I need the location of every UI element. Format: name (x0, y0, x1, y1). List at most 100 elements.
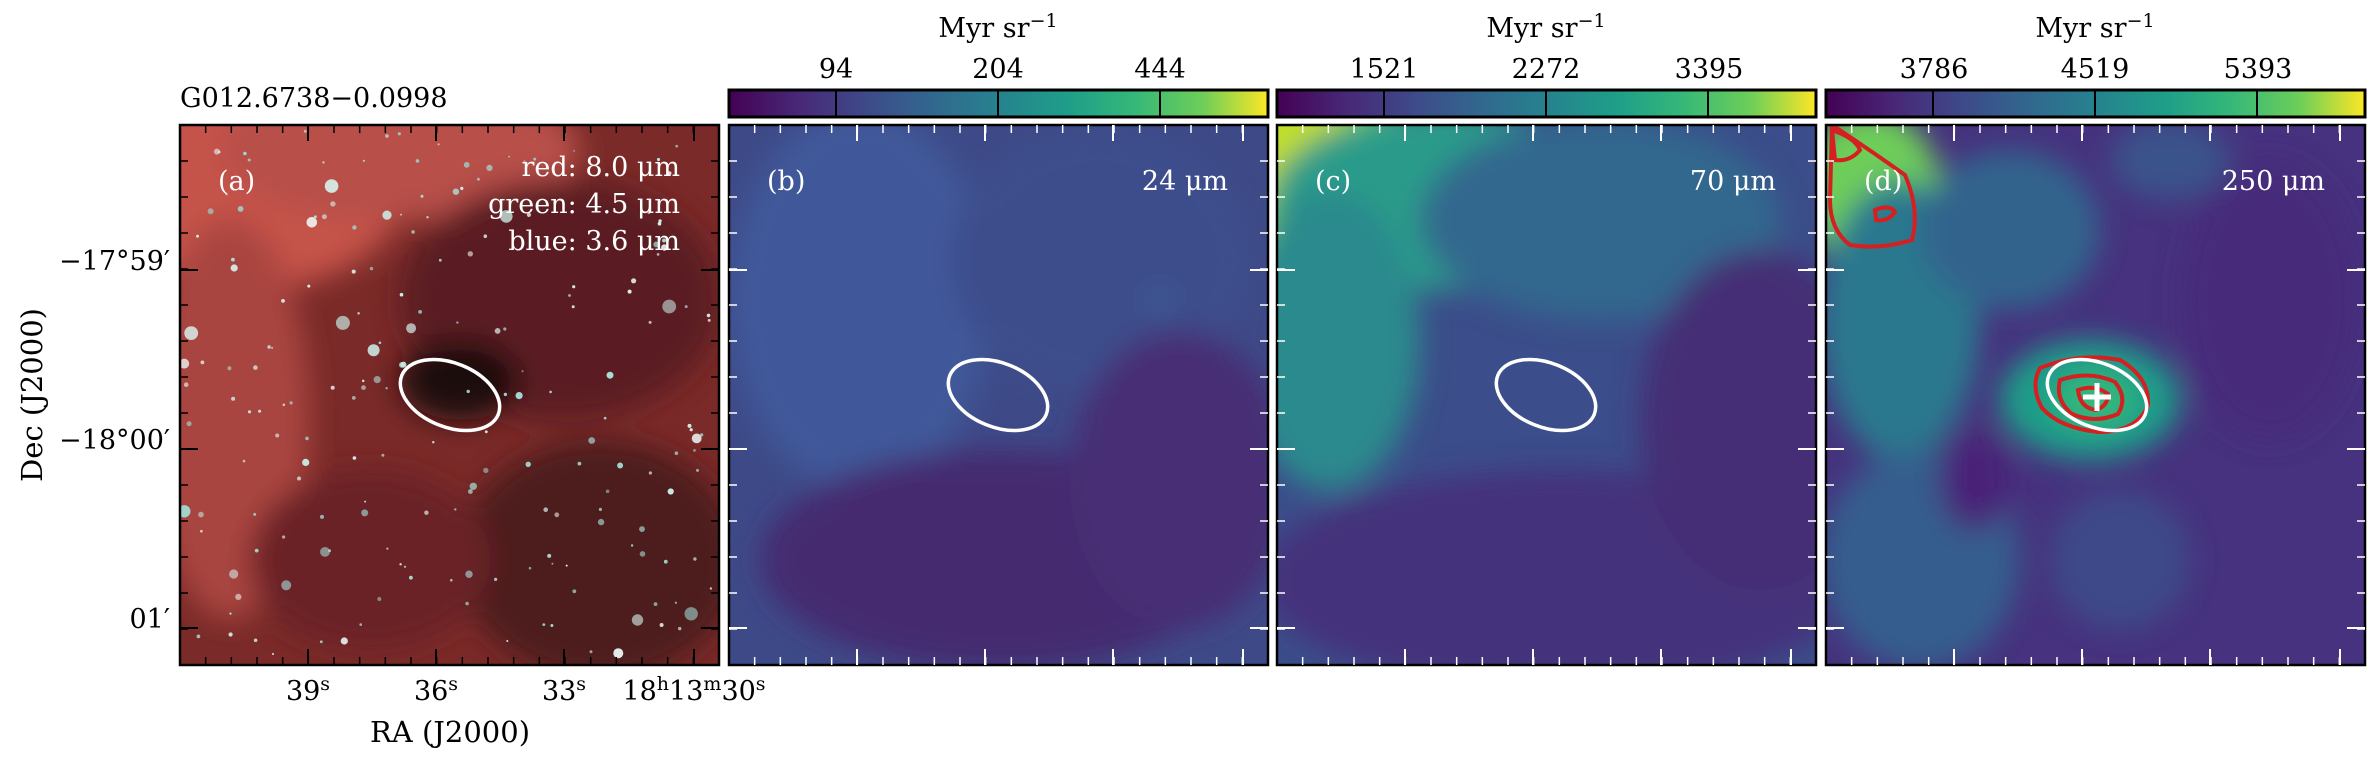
star (369, 266, 374, 271)
svg-text:36s: 36s (414, 673, 458, 707)
star (463, 161, 470, 168)
star (631, 614, 644, 626)
star (674, 451, 679, 456)
star (588, 437, 596, 444)
star (550, 624, 554, 627)
star (409, 575, 413, 580)
star (225, 193, 228, 196)
star (328, 549, 331, 553)
star (229, 612, 232, 615)
legend-blue: blue: 3.6 μm (508, 226, 680, 257)
star (381, 453, 385, 457)
axis-ticks (180, 90, 2365, 665)
star (662, 238, 666, 243)
star (217, 150, 221, 154)
star (551, 562, 554, 565)
colorbar-tick-label: 4519 (2061, 54, 2130, 85)
star (613, 648, 624, 659)
star (437, 143, 440, 146)
star (231, 257, 235, 262)
colorbar-tick-label: 5393 (2224, 54, 2293, 85)
star (351, 269, 356, 274)
star (494, 328, 501, 334)
star (385, 134, 389, 138)
star (313, 215, 317, 219)
star (281, 299, 285, 303)
star (373, 376, 381, 384)
star (662, 299, 677, 314)
colorbar-tick-label: 444 (1134, 54, 1186, 85)
star (180, 358, 190, 369)
star (659, 623, 664, 627)
panel-frame (178, 123, 721, 667)
star (357, 312, 360, 315)
star (207, 208, 214, 215)
star (639, 526, 645, 532)
y-axis-title: Dec (J2000) (15, 308, 49, 482)
panel-frame (1824, 123, 2367, 667)
star (330, 385, 335, 390)
star (307, 284, 311, 288)
star (547, 553, 552, 558)
star (700, 433, 704, 437)
star (572, 589, 577, 594)
star (399, 292, 404, 297)
aperture-ellipse (1494, 357, 1598, 433)
star (648, 320, 652, 324)
star (198, 511, 204, 518)
star (297, 476, 301, 481)
colorbar-title-c: Myr sr−1 (1486, 10, 1605, 44)
colorbar-title-b: Myr sr−1 (938, 10, 1057, 44)
star (661, 244, 668, 251)
star (420, 194, 424, 198)
svg-text:33s: 33s (542, 673, 586, 707)
svg-text:39s: 39s (286, 673, 330, 707)
star (319, 640, 323, 644)
star (364, 500, 367, 503)
star-field (180, 129, 713, 659)
svg-text:Myr sr−1: Myr sr−1 (938, 10, 1057, 44)
panel-d: (d) 250 μm (1824, 123, 2367, 667)
ra-tick-label: 39s (286, 673, 330, 707)
star (631, 278, 637, 284)
star (378, 341, 382, 345)
band-label: 24 μm (1142, 166, 1228, 197)
star (306, 217, 318, 228)
dec-tick-label: 01′ (130, 604, 171, 635)
star (281, 580, 292, 591)
star (196, 634, 201, 639)
star (382, 210, 392, 220)
star (229, 569, 239, 579)
star (657, 221, 662, 226)
star (565, 564, 568, 567)
star (678, 626, 682, 631)
star (361, 385, 366, 390)
star (656, 253, 660, 256)
star (653, 602, 658, 606)
star (549, 390, 552, 394)
star (438, 258, 442, 262)
star (424, 510, 429, 515)
star (568, 294, 571, 297)
star (362, 159, 365, 162)
star (460, 186, 464, 190)
star (689, 428, 693, 432)
star (500, 210, 513, 223)
star (483, 467, 489, 474)
star (361, 509, 369, 517)
star (243, 151, 247, 156)
star (403, 565, 407, 568)
star (289, 401, 293, 405)
star (674, 601, 678, 604)
star (282, 535, 286, 539)
star (484, 430, 488, 434)
panel-b: (b) 24 μm (727, 123, 1270, 667)
aperture-ellipse (2045, 357, 2149, 433)
star (465, 570, 473, 578)
star (399, 563, 402, 566)
aperture-ellipse (946, 357, 1050, 433)
star (598, 507, 603, 511)
colorbar-tick-label: 3786 (1900, 54, 1969, 85)
star (321, 214, 327, 220)
